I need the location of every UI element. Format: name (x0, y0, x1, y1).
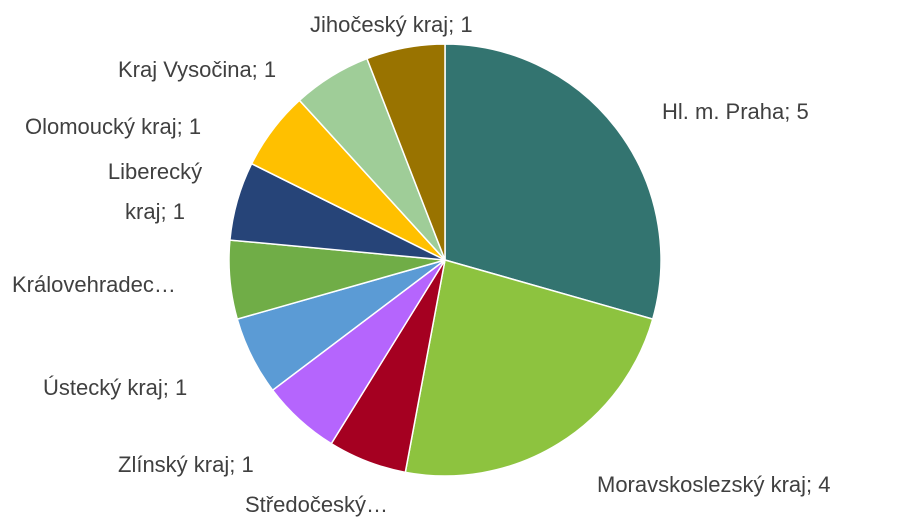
data-label: Kraj Vysočina; 1 (118, 57, 277, 82)
data-label: Jihočeský kraj; 1 (310, 12, 473, 37)
data-label: Ústecký kraj; 1 (43, 375, 188, 400)
data-label: Zlínský kraj; 1 (118, 452, 254, 477)
data-label: Královehradec… (12, 272, 176, 297)
data-label: Moravskoslezský kraj; 4 (597, 472, 831, 497)
pie-slice (404, 259, 654, 477)
data-label: Středočeský… (245, 492, 389, 517)
pie-slice (366, 43, 446, 261)
data-label: Olomoucký kraj; 1 (25, 114, 202, 139)
data-label: Liberecký kraj; 1 (107, 159, 203, 224)
pie-slice (444, 43, 662, 321)
data-label: Hl. m. Praha; 5 (662, 99, 809, 124)
